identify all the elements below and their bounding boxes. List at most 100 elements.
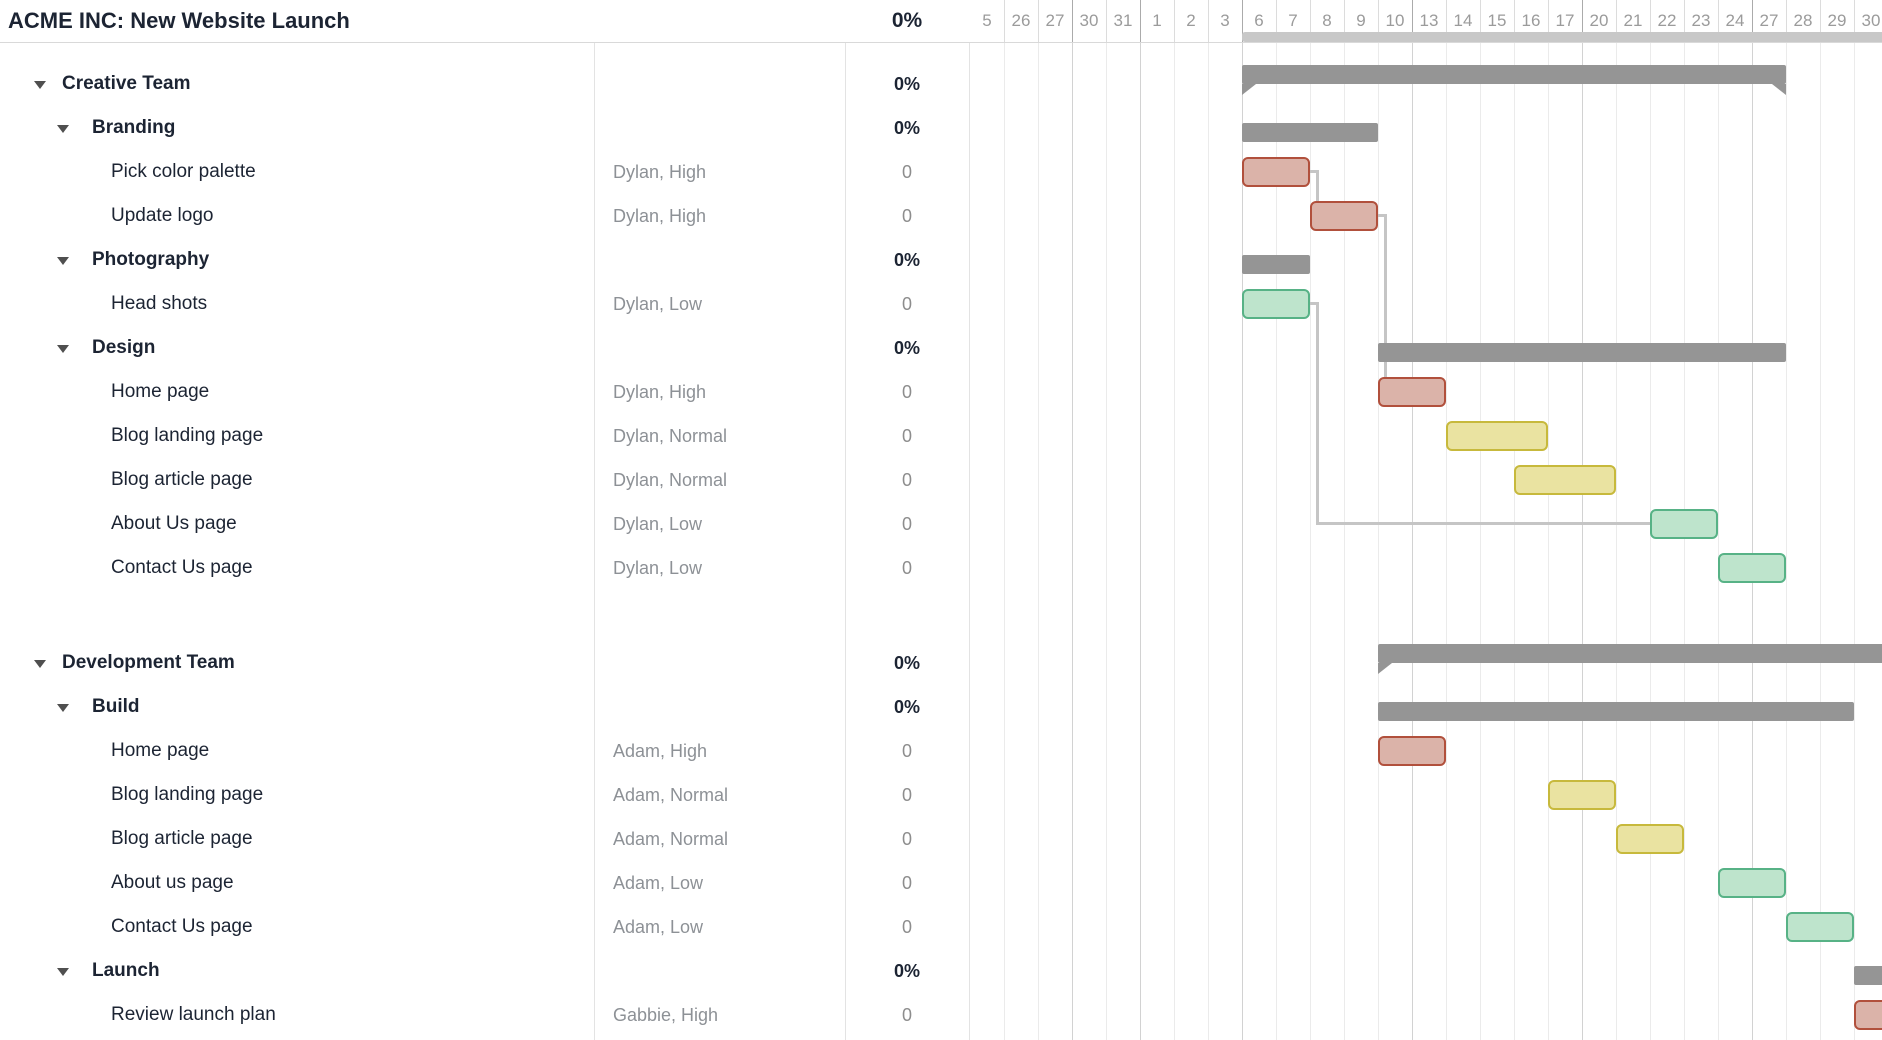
task-name-label[interactable]: Blog landing page [111,425,264,446]
date-header-cell: 5 [982,11,992,30]
group-bar-cap [1772,84,1786,95]
grid-line [1480,43,1481,1040]
assignee-label: Dylan, Low [613,558,703,578]
gantt-subgroup-bar[interactable] [1378,343,1786,362]
task-name-label[interactable]: Head shots [111,293,208,314]
task-name-label[interactable]: Contact Us page [111,557,253,578]
percent-value: 0 [901,873,912,893]
date-header-cell: 10 [1385,11,1405,30]
date-header-separator [1038,0,1039,42]
gantt-task-bar[interactable] [1446,421,1548,451]
gantt-subgroup-bar[interactable] [1854,966,1882,985]
name-column-divider [594,0,595,1040]
assignee-label: Adam, Low [613,917,704,937]
gantt-task-bar[interactable] [1548,780,1616,810]
collapse-toggle-icon[interactable] [57,257,69,265]
gantt-subgroup-bar[interactable] [1242,123,1378,142]
grid-line [1752,43,1753,1040]
percent-value: 0% [893,74,920,94]
gantt-task-bar[interactable] [1310,201,1378,231]
task-name-label[interactable]: Contact Us page [111,916,253,937]
task-name-label[interactable]: Blog article page [111,469,253,490]
percent-value: 0 [901,917,912,937]
grid-line [1514,43,1515,1040]
date-header-separator [1514,0,1515,42]
collapse-toggle-icon[interactable] [57,704,69,712]
task-name-label[interactable]: Pick color palette [111,161,256,182]
date-header-cell: 20 [1589,11,1609,30]
task-name-label[interactable]: About Us page [111,513,237,534]
gantt-task-bar[interactable] [1242,289,1310,319]
task-name-label[interactable]: Blog article page [111,828,253,849]
task-name-label[interactable]: Update logo [111,205,214,226]
gantt-subgroup-bar[interactable] [1242,255,1310,274]
percent-value: 0% [893,961,920,981]
collapse-toggle-icon[interactable] [57,345,69,353]
group-name-label[interactable]: Build [92,696,140,717]
grid-line [1786,43,1787,1040]
gantt-group-bar[interactable] [1378,644,1882,674]
task-name-label[interactable]: Review launch plan [111,1004,276,1025]
gantt-group-bar[interactable] [1242,65,1786,95]
date-header-separator [1106,0,1107,42]
group-name-label[interactable]: Creative Team [62,73,191,94]
collapse-toggle-icon[interactable] [57,968,69,976]
percent-value: 0 [901,558,912,578]
gantt-task-bar[interactable] [1378,736,1446,766]
gantt-task-bar[interactable] [1786,912,1854,942]
collapse-toggle-icon[interactable] [34,81,46,89]
group-name-label[interactable]: Photography [92,249,210,270]
date-header-separator [1820,0,1821,42]
grid-line [1378,43,1379,1040]
date-header-cell: 24 [1725,11,1745,30]
header-bar: ACME INC: New Website Launch 0% 5 26 27 30 3… [0,0,1882,42]
group-name-label[interactable]: Design [92,337,156,358]
collapse-toggle-icon[interactable] [34,660,46,668]
percent-value: 0 [901,426,912,446]
gantt-task-bar[interactable] [1718,553,1786,583]
percent-value: 0 [901,470,912,490]
gantt-task-bar[interactable] [1718,868,1786,898]
date-header-separator [1276,0,1277,42]
assignee-label: Dylan, Normal [613,470,728,490]
group-name-label[interactable]: Launch [92,960,160,981]
date-header-cell: 21 [1623,11,1643,30]
date-header-separator [1004,0,1005,42]
collapse-toggle-icon[interactable] [57,125,69,133]
timeline-summary-strip [1242,32,1882,42]
percent-value: 0 [901,162,912,182]
header-divider [0,42,1882,43]
gantt-task-bar[interactable] [1854,1000,1882,1030]
task-name-label[interactable]: Blog landing page [111,784,264,805]
group-name-label[interactable]: Development Team [62,652,235,673]
grid-line [1446,43,1447,1040]
grid-line [1038,43,1039,1040]
date-header-cell: 27 [1045,11,1065,30]
gantt-task-bar[interactable] [1378,377,1446,407]
gantt-task-bar[interactable] [1514,465,1616,495]
date-header-cell: 2 [1186,11,1196,30]
grid-line [1174,43,1175,1040]
date-header-separator [1582,0,1583,42]
gantt-task-bar[interactable] [1650,509,1718,539]
date-header-separator [1310,0,1311,42]
task-name-label[interactable]: Home page [111,740,210,761]
date-header-cell: 9 [1356,11,1366,30]
task-name-label[interactable]: About us page [111,872,234,893]
grid-line [1208,43,1209,1040]
grid-line [1650,43,1651,1040]
date-header-separator [1378,0,1379,42]
gantt-task-bar[interactable] [1616,824,1684,854]
group-name-label[interactable]: Branding [92,117,176,138]
date-header-cell: 7 [1288,11,1298,30]
date-header-separator [1412,0,1413,42]
task-name-label[interactable]: Home page [111,381,210,402]
gantt-task-bar[interactable] [1242,157,1310,187]
assignee-label: Dylan, High [613,206,707,226]
gantt-subgroup-bar[interactable] [1378,702,1854,721]
date-header-cell: 29 [1827,11,1847,30]
date-header-separator [1650,0,1651,42]
date-header-cell: 8 [1322,11,1332,30]
assignee-column-divider [845,0,846,1040]
date-header-separator [1344,0,1345,42]
